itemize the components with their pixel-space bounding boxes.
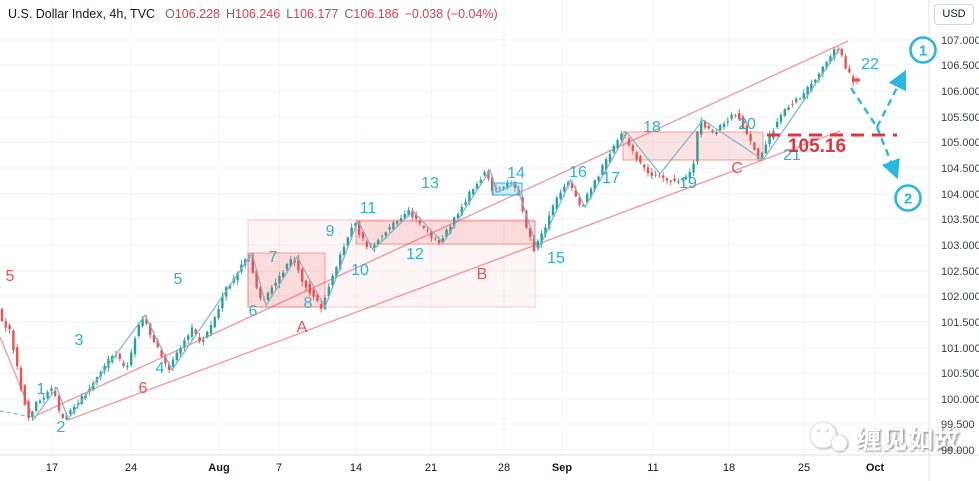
price-tick-107.000: 107.000 [941,35,979,47]
time-tick-Aug: Aug [208,462,229,474]
wave-label-4: 4 [156,360,165,377]
time-tick-17: 17 [46,462,58,474]
wave-label-7: 7 [269,249,278,266]
last-price-marker [854,78,860,82]
price-tick-105.000: 105.000 [941,137,979,149]
watermark-text: 缠见如故 [856,426,961,454]
wave-label-12: 12 [406,246,424,263]
ohlc-high: H106.246 [225,7,281,21]
letter-label-A: A [297,319,308,336]
time-tick-Oct: Oct [866,462,885,474]
wave-label-3: 3 [75,332,84,349]
target-circle-1 [909,36,937,64]
wave-label-9: 9 [326,223,335,240]
zone-box-zone[interactable] [355,220,536,245]
wave-label-17: 17 [602,170,620,187]
zone-box-mini[interactable] [492,182,523,196]
ohlc-low: L106.177 [286,7,339,21]
letter-label-B: B [477,266,488,283]
target-number-2: 2 [904,191,912,208]
wave-label-21: 21 [783,147,801,164]
price-tick-100.000: 100.000 [941,394,979,406]
wave-label-8: 8 [304,295,313,312]
target-circle-2 [894,184,922,212]
ohlc-close: C106.186 [344,7,399,21]
price-tick-99.500: 99.500 [941,419,975,431]
price-tick-99.000: 99.000 [941,445,975,457]
letter-label-5: 5 [6,268,15,285]
time-tick-24: 24 [125,462,137,474]
wave-label-19: 19 [679,175,697,192]
wave-label-5: 5 [174,271,183,288]
zone-box-outline[interactable] [247,219,536,308]
price-tick-102.500: 102.500 [941,266,979,278]
wave-label-2: 2 [57,419,66,436]
time-tick-21: 21 [425,462,437,474]
wave-label-16: 16 [569,164,587,181]
symbol-title[interactable]: U.S. Dollar Index, 4h, TVC [8,7,156,21]
wechat-icon [809,421,848,452]
wave-label-6: 6 [249,303,258,320]
price-tick-103.500: 103.500 [941,214,979,226]
time-tick-11: 11 [647,462,658,474]
price-tick-104.000: 104.000 [941,189,979,201]
price-tick-102.000: 102.000 [941,291,979,303]
time-tick-18: 18 [723,462,735,474]
time-tick-28: 28 [498,462,510,474]
wave-label-18: 18 [643,119,661,136]
time-tick-25: 25 [798,462,810,474]
wave-zone-boxes [247,131,764,308]
zone-box-zone[interactable] [247,252,326,308]
price-tick-104.500: 104.500 [941,163,979,175]
symbol-header: U.S. Dollar Index, 4h, TVC O106.228 H106… [8,7,498,21]
watermark: 缠见如故 [806,419,960,457]
wave-label-22: 22 [861,56,879,73]
key-level-price-label[interactable]: 105.16 [787,136,847,157]
currency-unit-button[interactable]: USD [934,4,974,25]
wave-label-1: 1 [37,381,46,398]
letter-label-6: 6 [139,380,148,397]
price-tick-101.500: 101.500 [941,317,979,329]
ohlc-open: O106.228 [165,7,220,21]
price-change: −0.038 (−0.04%) [404,7,498,21]
wave-label-20: 20 [738,116,756,133]
time-tick-Sep: Sep [552,462,572,474]
target-number-1: 1 [919,43,927,60]
elliott-zigzag-line[interactable] [32,47,841,421]
price-tick-106.500: 106.500 [941,60,979,72]
price-tick-105.500: 105.500 [941,112,979,124]
time-tick-7: 7 [276,462,282,474]
wave-label-15: 15 [547,250,565,267]
wave-label-10: 10 [351,262,369,279]
wave-label-13: 13 [421,175,439,192]
price-tick-101.000: 101.000 [941,343,979,355]
projection-arrows [850,36,937,212]
letter-label-C: C [731,160,743,177]
time-tick-14: 14 [350,462,362,474]
price-tick-103.000: 103.000 [941,240,979,252]
wave-label-11: 11 [360,200,377,217]
price-tick-106.000: 106.000 [941,86,979,98]
wave-label-14: 14 [507,165,525,182]
price-tick-100.500: 100.500 [941,368,979,380]
